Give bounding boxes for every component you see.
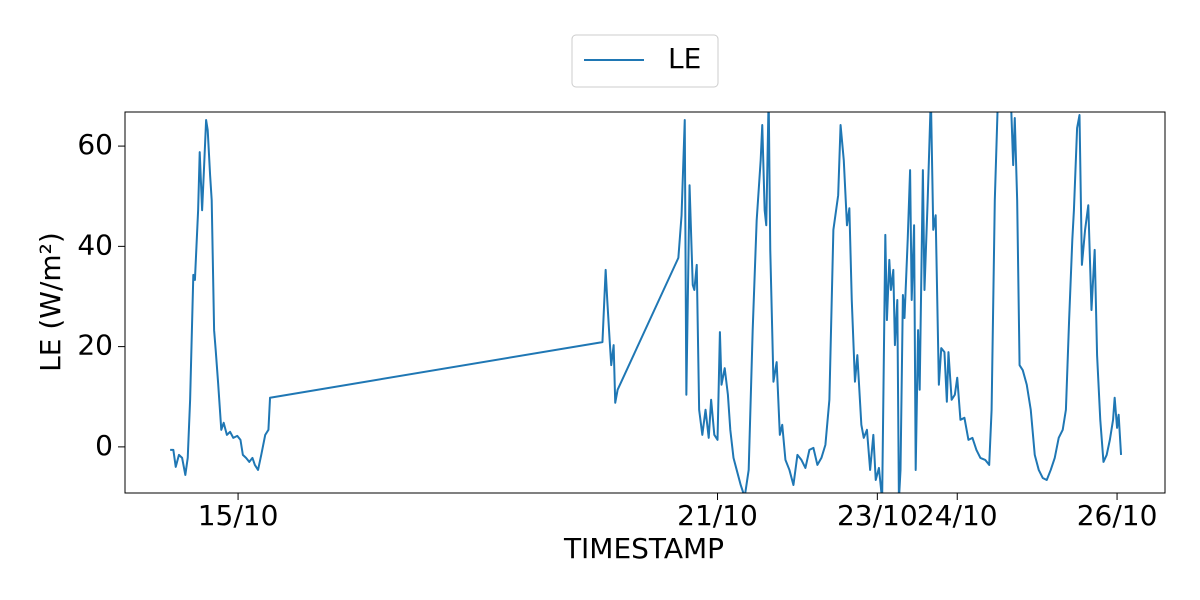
- data-line: [170, 112, 1123, 493]
- legend-label: LE: [668, 42, 701, 75]
- y-tick-label: 0: [95, 429, 113, 462]
- x-tick-label: 21/10: [677, 499, 758, 532]
- x-tick-label: 15/10: [198, 499, 279, 532]
- x-tick-label: 26/10: [1077, 499, 1158, 532]
- legend: LE: [571, 34, 719, 88]
- y-tick-label: 40: [77, 228, 113, 261]
- x-tick-label: 24/10: [917, 499, 998, 532]
- plot-frame: [124, 111, 1166, 494]
- x-axis-label: TIMESTAMP: [563, 532, 724, 565]
- y-tick-label: 60: [77, 128, 113, 161]
- y-tick-label: 20: [77, 329, 113, 362]
- x-tick-label: 23/10: [837, 499, 918, 532]
- legend-box: [571, 34, 719, 88]
- y-axis-label: LE (W/m²): [34, 232, 67, 372]
